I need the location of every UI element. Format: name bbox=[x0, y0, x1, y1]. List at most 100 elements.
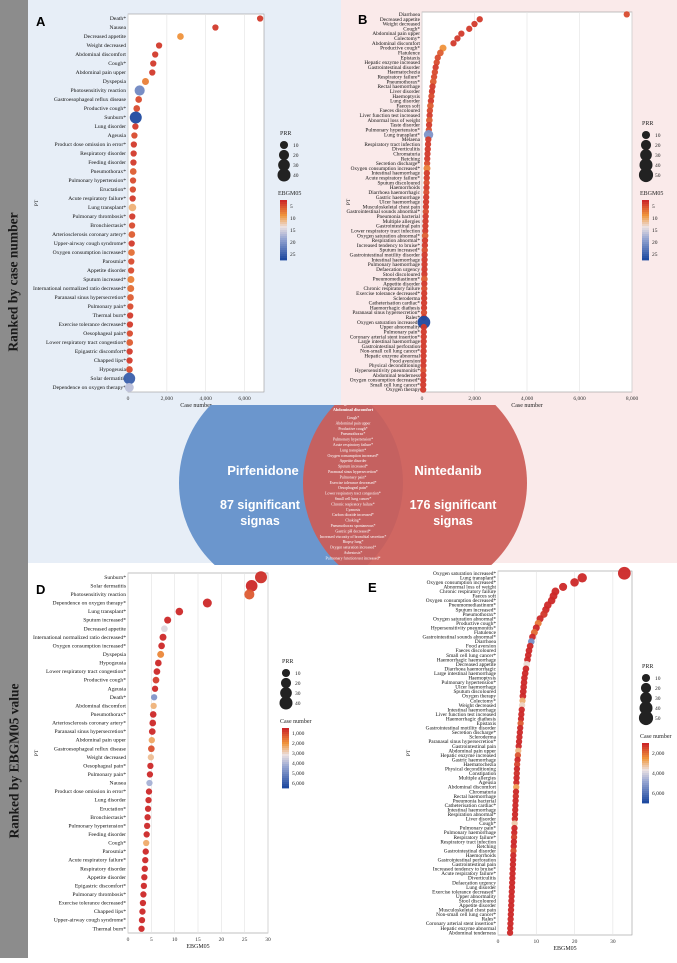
y-tick-label: Lower respiratory tract congestion* bbox=[46, 669, 126, 675]
color-legend-step bbox=[282, 766, 289, 769]
data-point-stool-discoloured bbox=[421, 271, 428, 278]
data-point-hypogeusia bbox=[126, 366, 133, 373]
y-tick-label: Paranasal sinus hypersecretion* bbox=[55, 295, 127, 301]
y-tick-label: Colectomy* bbox=[394, 36, 420, 42]
venn-overlap-header: Abdominal discomfort bbox=[333, 407, 374, 412]
y-tick-label: Melaena bbox=[402, 137, 421, 143]
y-tick-label: Ageusia bbox=[108, 686, 127, 692]
size-legend-label: 20 bbox=[655, 143, 661, 149]
color-legend-step bbox=[642, 743, 649, 746]
venn-overlap-item: Choking* bbox=[345, 519, 360, 523]
venn-overlap-item: Cyanosis bbox=[346, 508, 361, 512]
y-tick-label: Paranasal sinus hypersecretion* bbox=[352, 310, 420, 316]
data-point-diarrhoea-haemorrhagic bbox=[423, 189, 430, 196]
size-legend-dot bbox=[278, 149, 290, 161]
color-legend-step bbox=[280, 256, 287, 259]
y-tick-label: Product dose omission in error* bbox=[55, 142, 127, 148]
venn-count-line: 87 significant bbox=[220, 498, 301, 512]
data-point-weight-decreased bbox=[155, 42, 163, 49]
color-legend-label: 4,000 bbox=[652, 771, 665, 777]
y-tick-label: Epigastric discomfort* bbox=[75, 882, 126, 889]
y-tick-label: Sputum discoloured bbox=[377, 180, 420, 186]
color-legend-step bbox=[642, 781, 649, 784]
color-legend-step bbox=[280, 236, 287, 239]
color-legend-step bbox=[282, 738, 289, 741]
y-tick-label: Oesophageal pain* bbox=[83, 331, 126, 337]
y-tick-label: Decreased appetite bbox=[456, 662, 497, 668]
color-legend-step bbox=[282, 728, 289, 731]
data-point-paranasal-sinus-hypersecretion bbox=[148, 728, 156, 735]
data-point-respiratory-tract-infection bbox=[510, 838, 518, 845]
y-tick-label: Diarrhoea bbox=[399, 12, 421, 18]
y-tick-label: Cough* bbox=[403, 26, 420, 32]
y-tick-label: Pneumothorax* bbox=[462, 612, 496, 618]
y-tick-label: Weight decreased bbox=[87, 755, 127, 761]
y-tick-label: Hepatic enzyme increased bbox=[364, 60, 420, 66]
y-tick-label: Eructation* bbox=[100, 187, 126, 193]
color-legend-label: 5 bbox=[290, 204, 293, 210]
y-tick-label: Haemorrhoids bbox=[466, 853, 496, 859]
data-point-exercise-tolerance-decreased bbox=[139, 899, 147, 907]
y-tick-label: Weight decreased bbox=[459, 703, 497, 709]
color-legend-label: 5 bbox=[652, 204, 655, 210]
y-tick-label: Faeces discoloured bbox=[456, 648, 497, 654]
color-legend-step bbox=[282, 754, 289, 757]
size-legend-label: 30 bbox=[293, 163, 299, 169]
venn-overlap-item: Asbestosis* bbox=[344, 551, 363, 555]
data-point-pulmonary-pain bbox=[146, 771, 154, 778]
color-legend-label: 6,000 bbox=[652, 791, 665, 797]
color-legend-step bbox=[642, 200, 649, 203]
data-point-diverticulitis bbox=[424, 145, 431, 153]
color-legend-step bbox=[642, 202, 649, 205]
y-tick-label: Productive cough* bbox=[84, 106, 126, 112]
venn-count-line: signas bbox=[433, 514, 473, 528]
color-legend-step bbox=[642, 795, 649, 798]
data-point-lower-respiratory-tract-congestion bbox=[153, 668, 161, 675]
data-point-cough bbox=[511, 820, 518, 827]
y-tick-label: Photosensitivity reaction bbox=[71, 592, 127, 598]
y-tick-label: Scleroderma bbox=[393, 296, 420, 302]
data-point-thermal-burn bbox=[138, 925, 145, 932]
y-tick-label: Decreased appetite bbox=[380, 17, 421, 23]
data-point-increased-tendency-to-bruise bbox=[421, 242, 429, 249]
x-axis-title: EBGM05 bbox=[553, 946, 576, 952]
y-tick-label: Lung transplant* bbox=[460, 575, 496, 581]
color-legend-label: 25 bbox=[290, 252, 296, 258]
data-point-exercise-tolerance-decreased bbox=[421, 290, 428, 297]
y-tick-label: Gastrointestinal sounds abnormal* bbox=[422, 635, 496, 641]
x-axis-title: Case number bbox=[180, 403, 212, 409]
panel-letter-d: D bbox=[36, 582, 46, 597]
y-tick-label: Productive cough* bbox=[456, 621, 496, 627]
color-legend-step bbox=[642, 789, 649, 792]
y-tick-label: Upper-airway cough syndrome* bbox=[54, 918, 126, 924]
y-tick-label: Colectomy* bbox=[470, 698, 496, 704]
data-point-appetite-disorder bbox=[421, 280, 428, 287]
color-legend-step bbox=[282, 744, 289, 747]
size-legend-title: PRR bbox=[642, 664, 653, 670]
data-point-ageusia bbox=[131, 132, 138, 139]
y-tick-label: Product dose omission in error* bbox=[55, 789, 127, 795]
color-legend-step bbox=[282, 734, 289, 737]
y-tick-label: Constipation bbox=[469, 771, 496, 777]
data-point-scleroderma bbox=[516, 733, 523, 741]
data-point-physical-deconditioning bbox=[420, 362, 427, 369]
venn-overlap-item: Acute respiratory failure* bbox=[333, 443, 373, 447]
y-tick-label: Photosensitivity reaction bbox=[71, 88, 127, 94]
color-legend-step bbox=[280, 242, 287, 245]
color-legend-step bbox=[282, 746, 289, 749]
x-tick-label: 6,000 bbox=[573, 396, 586, 402]
color-legend-step bbox=[642, 793, 649, 796]
y-tick-label: Pneumomediastinum* bbox=[449, 603, 497, 609]
data-point-sputum-increased bbox=[164, 616, 172, 624]
y-tick-label: Haemoptysis bbox=[392, 94, 420, 100]
y-tick-label: Pulmonary haemorrhage bbox=[444, 830, 497, 836]
y-tick-label: Physical deconditioning bbox=[369, 363, 420, 369]
color-legend-step bbox=[280, 246, 287, 249]
color-legend-step bbox=[282, 770, 289, 773]
color-legend-step bbox=[280, 216, 287, 219]
venn-overlap-item: Sputum increased* bbox=[338, 465, 368, 469]
venn-overlap-item: Appetite disorder bbox=[339, 459, 367, 463]
color-legend-step bbox=[280, 204, 287, 207]
y-tick-label: Rectal haemorrhage bbox=[454, 794, 497, 800]
